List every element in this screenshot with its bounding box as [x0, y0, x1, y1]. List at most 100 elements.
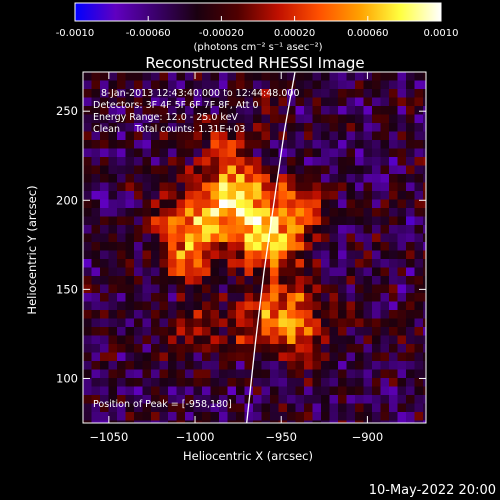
- heatmap-cell: [176, 369, 186, 379]
- heatmap-cell: [287, 386, 296, 396]
- heatmap-cell: [414, 242, 424, 251]
- heatmap-cell: [321, 199, 330, 209]
- heatmap-cell: [253, 233, 262, 243]
- heatmap-cell: [193, 157, 203, 166]
- heatmap-cell: [117, 225, 126, 234]
- heatmap-cell: [397, 157, 407, 166]
- heatmap-cell: [185, 378, 194, 387]
- heatmap-cell: [168, 369, 177, 379]
- heatmap-cell: [244, 250, 254, 260]
- heatmap-cell: [83, 114, 92, 124]
- heatmap-cell: [406, 378, 415, 387]
- heatmap-cell: [380, 276, 390, 285]
- heatmap-cell: [176, 140, 186, 149]
- heatmap-cell: [363, 301, 373, 311]
- heatmap-cell: [304, 293, 313, 302]
- heatmap-cell: [261, 267, 271, 277]
- heatmap-cell: [363, 335, 373, 345]
- heatmap-cell: [185, 267, 194, 277]
- heatmap-cell: [193, 412, 203, 421]
- heatmap-cell: [346, 259, 356, 268]
- heatmap-cell: [338, 72, 347, 81]
- heatmap-cell: [134, 106, 143, 115]
- heatmap-cell: [202, 276, 211, 285]
- heatmap-cell: [134, 199, 143, 209]
- heatmap-cell: [202, 378, 211, 387]
- heatmap-cell: [346, 123, 356, 132]
- heatmap-cell: [125, 301, 135, 311]
- heatmap-cell: [270, 352, 279, 362]
- heatmap-cell: [168, 106, 177, 115]
- heatmap-cell: [295, 267, 305, 277]
- heatmap-cell: [261, 344, 271, 353]
- heatmap-cell: [185, 140, 194, 149]
- heatmap-cell: [312, 123, 322, 132]
- heatmap-cell: [312, 361, 322, 370]
- heatmap-cell: [287, 182, 296, 192]
- heatmap-cell: [236, 344, 245, 353]
- heatmap-cell: [125, 233, 135, 243]
- heatmap-cell: [253, 276, 262, 285]
- heatmap-cell: [125, 97, 135, 107]
- heatmap-cell: [321, 284, 330, 294]
- heatmap-cell: [363, 344, 373, 353]
- heatmap-cell: [372, 403, 381, 413]
- heatmap-cell: [117, 395, 126, 404]
- heatmap-cell: [142, 378, 152, 387]
- heatmap-cell: [108, 148, 118, 158]
- heatmap-cell: [397, 361, 407, 370]
- heatmap-cell: [117, 310, 126, 319]
- heatmap-cell: [346, 233, 356, 243]
- heatmap-cell: [100, 157, 109, 166]
- heatmap-cell: [151, 301, 160, 311]
- heatmap-cell: [125, 72, 135, 81]
- heatmap-cell: [406, 89, 415, 98]
- heatmap-cell: [151, 420, 160, 423]
- heatmap-cell: [100, 199, 109, 209]
- colorbar-tick-label: -0.00020: [199, 28, 244, 39]
- heatmap-cell: [83, 420, 92, 423]
- heatmap-cell: [236, 131, 245, 141]
- heatmap-cell: [338, 242, 347, 251]
- heatmap-cell: [219, 208, 228, 217]
- heatmap-cell: [219, 250, 228, 260]
- heatmap-cell: [406, 267, 415, 277]
- heatmap-cell: [338, 310, 347, 319]
- heatmap-cell: [261, 140, 271, 149]
- heatmap-cell: [338, 97, 347, 107]
- heatmap-cell: [406, 208, 415, 217]
- heatmap-cell: [304, 233, 313, 243]
- heatmap-cell: [168, 242, 177, 251]
- heatmap-cell: [329, 378, 339, 387]
- heatmap-cell: [108, 106, 118, 115]
- heatmap-cell: [261, 361, 271, 370]
- heatmap-cell: [227, 420, 237, 423]
- heatmap-cell: [100, 225, 109, 234]
- heatmap-cell: [406, 318, 415, 328]
- heatmap-cell: [329, 318, 339, 328]
- heatmap-cell: [304, 80, 313, 90]
- heatmap-cell: [168, 403, 177, 413]
- heatmap-cell: [346, 344, 356, 353]
- heatmap-cell: [321, 361, 330, 370]
- heatmap-cell: [346, 335, 356, 345]
- heatmap-cell: [355, 335, 364, 345]
- heatmap-cell: [346, 310, 356, 319]
- heatmap-cell: [270, 267, 279, 277]
- heatmap-cell: [202, 225, 211, 234]
- heatmap-cell: [83, 318, 92, 328]
- heatmap-cell: [210, 148, 220, 158]
- x-tick-label: −950: [265, 430, 297, 444]
- heatmap-cell: [270, 403, 279, 413]
- heatmap-cell: [185, 259, 194, 268]
- heatmap-cell: [287, 157, 296, 166]
- heatmap-cell: [423, 344, 426, 353]
- plot-frame: [82, 71, 427, 424]
- heatmap-cell: [287, 131, 296, 141]
- heatmap-cell: [168, 165, 177, 175]
- heatmap-cell: [278, 72, 288, 81]
- heatmap-cell: [168, 182, 177, 192]
- heatmap-cell: [202, 386, 211, 396]
- heatmap-cell: [380, 157, 390, 166]
- heatmap-cell: [397, 335, 407, 345]
